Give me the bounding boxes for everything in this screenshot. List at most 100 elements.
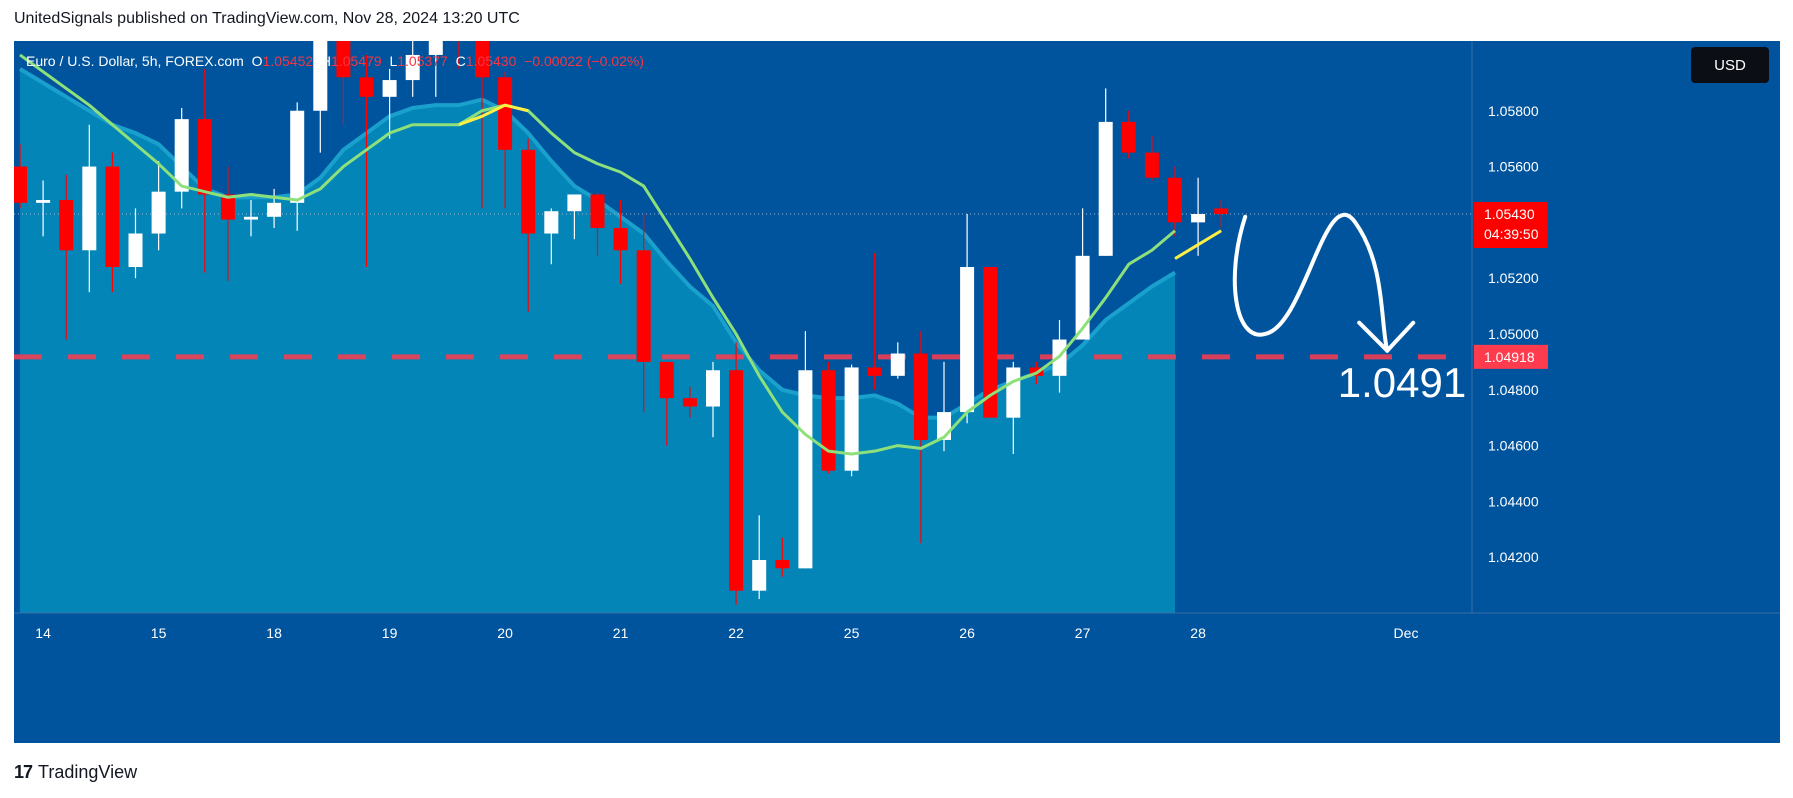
open-label: O [251, 53, 263, 69]
candle [913, 331, 928, 544]
candle-body [729, 370, 744, 591]
candle-body [682, 398, 697, 407]
candle-body [798, 370, 813, 569]
candle [775, 537, 790, 577]
candle-body [1191, 213, 1206, 223]
candle [960, 213, 975, 424]
candle-body [151, 191, 166, 234]
candle [636, 213, 651, 413]
candle [59, 174, 74, 340]
time-tick-label: 15 [151, 625, 167, 641]
candle [844, 364, 859, 477]
candle [682, 386, 697, 418]
candle [428, 41, 443, 97]
publisher-line: UnitedSignals published on TradingView.c… [14, 10, 520, 27]
candle-body [636, 250, 651, 362]
candle [1191, 177, 1206, 256]
candle [798, 331, 813, 569]
target-price-label: 1.04918 [1484, 349, 1535, 365]
candle-body [336, 41, 351, 78]
candle [659, 361, 674, 446]
time-tick-label: 27 [1075, 625, 1091, 641]
candle-body [567, 194, 582, 212]
candle-body [498, 77, 513, 150]
current-price-badge [1474, 201, 1548, 248]
candle-body [174, 119, 189, 192]
candle [613, 200, 628, 284]
open-value: 1.05452 [262, 53, 314, 69]
change-value: −0.00022 (−0.02%) [524, 53, 645, 69]
time-tick-label: 26 [959, 625, 975, 641]
candle-body [821, 370, 836, 471]
candle-body [844, 367, 859, 471]
candle-body [867, 367, 882, 376]
price-tick-label: 1.05800 [1488, 103, 1539, 119]
candle [359, 54, 374, 268]
candle-body [313, 41, 328, 111]
time-tick-label: Dec [1394, 625, 1419, 641]
candle [706, 361, 720, 438]
candle-body [1214, 208, 1229, 214]
candle [1075, 208, 1090, 340]
candle-body [706, 370, 720, 407]
candle-body [36, 200, 51, 203]
current-price-label: 1.05430 [1484, 206, 1535, 222]
candle [128, 208, 143, 279]
candle [752, 515, 767, 600]
candle [220, 166, 235, 281]
time-axis-panel [14, 613, 1780, 743]
price-tick-label: 1.04200 [1488, 549, 1539, 565]
tradingview-logo[interactable]: 17 TradingView [14, 762, 137, 783]
candle [1214, 200, 1229, 228]
candle-body [752, 559, 767, 591]
candle-body [197, 119, 212, 195]
candle [405, 41, 420, 97]
ma-green-line [19, 53, 1176, 456]
candle-body [59, 200, 74, 251]
time-tick-label: 22 [728, 625, 744, 641]
candle-body [613, 227, 628, 251]
candle [1144, 135, 1159, 181]
time-tick-label: 28 [1190, 625, 1206, 641]
candle [313, 41, 328, 153]
candlestick-chart[interactable]: 1.0491 1.04200 1.04400 1.04600 1.04800 1.0500… [14, 41, 1780, 743]
price-tick-label: 1.04600 [1488, 438, 1539, 454]
candle [544, 208, 559, 265]
candle-body [220, 194, 235, 220]
candle-body [428, 41, 443, 55]
candle [290, 102, 305, 231]
candle-body [1075, 255, 1090, 340]
candle-body [913, 353, 928, 441]
candle-body [521, 149, 536, 234]
time-tick-label: 18 [266, 625, 282, 641]
tradingview-mark-icon: 17 [14, 762, 33, 782]
candle-body [82, 166, 97, 251]
candle [458, 41, 460, 69]
candle-body [1121, 121, 1136, 153]
time-tick-label: 19 [382, 625, 398, 641]
tradingview-logo-text: TradingView [38, 762, 138, 782]
candle-body [659, 361, 674, 399]
currency-button[interactable]: USD [1691, 47, 1769, 83]
candle-body [244, 216, 258, 220]
candle-body [983, 267, 998, 418]
candle [174, 107, 189, 209]
candle [151, 160, 166, 251]
candle [1121, 110, 1136, 159]
symbol-legend: Euro / U.S. Dollar, 5h, FOREX.com O1.054… [26, 53, 644, 69]
price-tick-label: 1.05600 [1488, 159, 1539, 175]
candle-body [890, 353, 905, 376]
price-tick-label: 1.04800 [1488, 382, 1539, 398]
candle-body [1144, 152, 1159, 178]
ma-yellow-line-recent [1174, 229, 1222, 260]
chart-frame[interactable]: 1.0491 1.04200 1.04400 1.04600 1.04800 1.0500… [14, 41, 1780, 743]
candle [821, 361, 836, 474]
high-label: H [320, 53, 332, 69]
candle [336, 41, 351, 125]
candle [498, 71, 513, 209]
candle-body [290, 110, 305, 203]
high-value: 1.05479 [331, 53, 382, 69]
candle [867, 253, 882, 390]
ma-band-area [20, 68, 1175, 613]
forecast-arrow-head [1357, 320, 1416, 353]
